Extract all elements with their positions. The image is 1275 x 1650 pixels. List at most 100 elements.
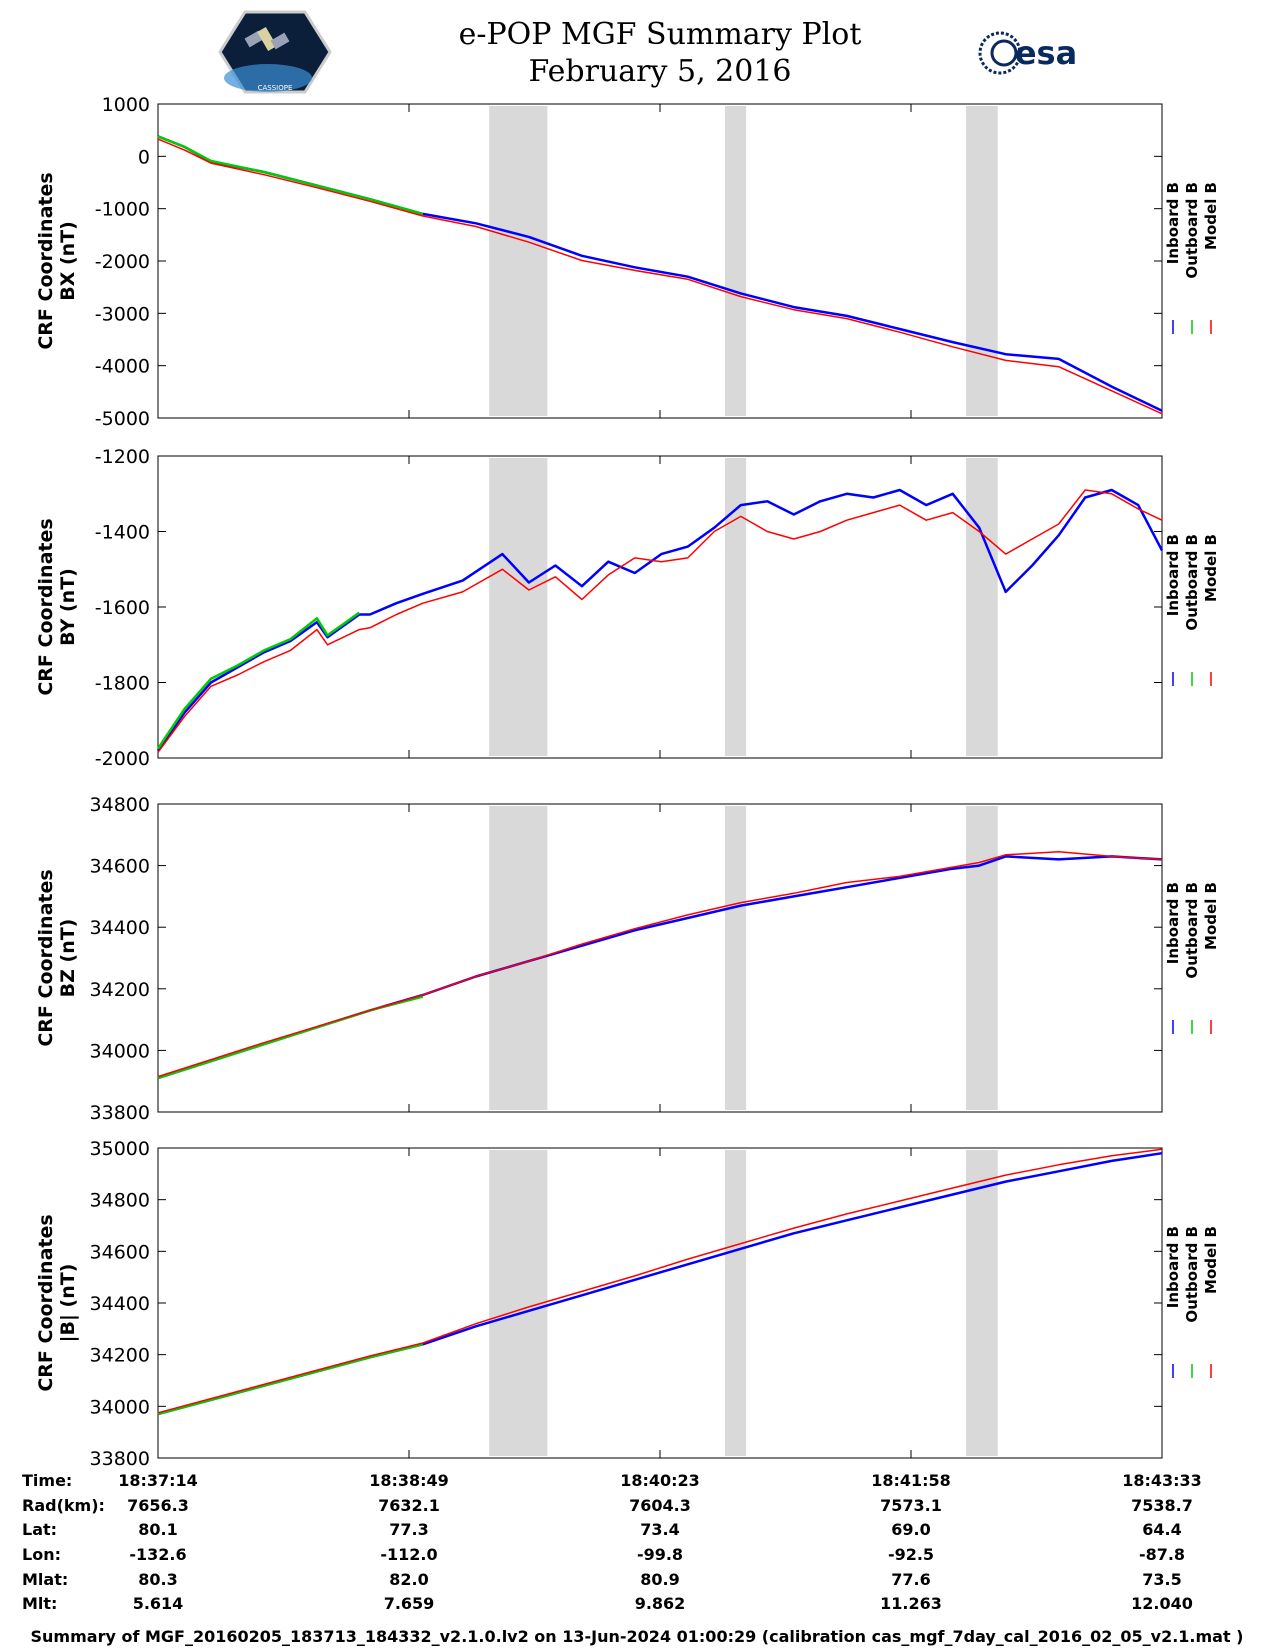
data-gap-band — [489, 458, 548, 756]
y-tick-label: -2000 — [95, 748, 150, 770]
ephemeris-value: 73.4 — [640, 1520, 679, 1539]
series-line-model-b — [157, 138, 1163, 415]
plot-frame — [157, 1147, 1163, 1459]
ephemeris-value: 77.3 — [389, 1520, 428, 1539]
panel-2: -1200 -1400 -1600 -1800 -2000 CRF Coordinates… — [35, 446, 1220, 770]
ephemeris-value: 64.4 — [1142, 1520, 1181, 1539]
y-tick-label: -3000 — [95, 303, 150, 325]
esa-logo: esa — [978, 31, 1077, 75]
series-line-outboard-b — [157, 1343, 424, 1416]
y-tick-label: -2000 — [95, 251, 150, 273]
ephemeris-value: 12.040 — [1131, 1594, 1193, 1613]
y-tick-label: -1000 — [95, 199, 150, 221]
ephemeris-value: 7604.3 — [629, 1496, 691, 1515]
data-gap-band — [965, 458, 998, 756]
y-axis-label: CRF Coordinates — [35, 518, 57, 695]
legend-label: Model B — [1202, 534, 1220, 602]
footer-caption: Summary of MGF_20160205_183713_184332_v2… — [31, 1627, 1244, 1646]
y-tick-label: 34000 — [90, 1396, 150, 1418]
y-tick-label: -5000 — [95, 408, 150, 430]
y-axis-unit-label: BZ (nT) — [57, 919, 79, 998]
series-line-outboard-b — [157, 135, 424, 216]
y-tick-label: 34800 — [90, 794, 150, 816]
y-tick-label: -1600 — [95, 597, 150, 619]
y-tick-label: 34800 — [90, 1190, 150, 1212]
panel-4: 35000 34800 34600 34400 34200 34000 33800 CRF C… — [35, 1138, 1220, 1470]
data-gap-band — [489, 1150, 548, 1456]
y-tick-label: 35000 — [90, 1138, 150, 1160]
y-tick-label: 33800 — [90, 1448, 150, 1470]
ephemeris-value: 82.0 — [389, 1570, 428, 1589]
ephemeris-time-label: 18:40:23 — [620, 1471, 700, 1490]
legend-label: Inboard B — [1164, 182, 1182, 264]
ephemeris-value: 73.5 — [1142, 1570, 1181, 1589]
y-tick-label: 1000 — [102, 94, 150, 116]
y-axis-unit-label: |B| (nT) — [57, 1264, 79, 1343]
legend-label: Inboard B — [1164, 1226, 1182, 1308]
ephemeris-value: 77.6 — [891, 1570, 930, 1589]
ephemeris-value: 9.862 — [635, 1594, 686, 1613]
y-axis-unit-label: BY (nT) — [57, 568, 79, 646]
ephemeris-row-label: Time: — [22, 1471, 72, 1490]
ephemeris-value: -132.6 — [129, 1545, 186, 1564]
ephemeris-value: -87.8 — [1139, 1545, 1185, 1564]
legend-label: Inboard B — [1164, 882, 1182, 964]
data-gap-band — [724, 806, 747, 1110]
data-gap-band — [965, 806, 998, 1110]
plot-frame — [157, 455, 1163, 759]
ephemeris-time-label: 18:43:33 — [1122, 1471, 1202, 1490]
legend-label: Outboard B — [1183, 882, 1201, 979]
ephemeris-value: 80.1 — [138, 1520, 177, 1539]
data-gap-band — [724, 106, 747, 416]
panel-3: 34800 34600 34400 34200 34000 33800 CRF Coordi… — [35, 794, 1220, 1124]
legend-label: Outboard B — [1183, 182, 1201, 279]
plot-frame — [157, 803, 1163, 1113]
panel-1: 1000 0 -1000 -2000 -3000 -4000 -5000 CRF Coordi… — [35, 94, 1220, 430]
y-axis-label: CRF Coordinates — [35, 869, 57, 1046]
series-line-inboard-b — [156, 488, 1164, 752]
y-tick-label: 34200 — [90, 1345, 150, 1367]
plot-frame — [157, 103, 1163, 419]
ephemeris-value: 69.0 — [891, 1520, 930, 1539]
data-gap-band — [489, 106, 548, 416]
y-tick-label: -1800 — [95, 673, 150, 695]
y-tick-label: 34200 — [90, 979, 150, 1001]
cassiope-logo-text: CASSIOPE — [258, 84, 293, 92]
ephemeris-row-label: Lat: — [22, 1520, 57, 1539]
y-tick-label: 33800 — [90, 1102, 150, 1124]
y-tick-label: -4000 — [95, 356, 150, 378]
esa-logo-text: esa — [1015, 34, 1077, 72]
y-tick-label: -1200 — [95, 446, 150, 468]
series-line-outboard-b — [157, 995, 424, 1080]
data-gap-band — [724, 1150, 747, 1456]
panels: 1000 0 -1000 -2000 -3000 -4000 -5000 CRF Coordi… — [35, 94, 1220, 1470]
ephemeris-row-label: Mlat: — [22, 1570, 68, 1589]
y-axis-label: CRF Coordinates — [35, 1214, 57, 1391]
ephemeris-time-label: 18:38:49 — [369, 1471, 449, 1490]
ephemeris-table: Time: Rad(km): Lat: Lon: Mlat: Mlt: 18:37:14 76… — [22, 1471, 1202, 1613]
data-gap-band — [965, 1150, 998, 1456]
ephemeris-value: -112.0 — [380, 1545, 437, 1564]
ephemeris-time-label: 18:37:14 — [118, 1471, 198, 1490]
y-tick-label: 34400 — [90, 917, 150, 939]
y-tick-label: 34000 — [90, 1040, 150, 1062]
legend-label: Inboard B — [1164, 534, 1182, 616]
legend-label: Outboard B — [1183, 534, 1201, 631]
ephemeris-row-label: Rad(km): — [22, 1496, 105, 1515]
plot-date: February 5, 2016 — [528, 54, 791, 89]
ephemeris-value: 7538.7 — [1131, 1496, 1193, 1515]
legend-label: Model B — [1202, 182, 1220, 250]
y-axis-unit-label: BX (nT) — [57, 221, 79, 301]
ephemeris-value: 80.3 — [138, 1570, 177, 1589]
series-line-inboard-b — [157, 135, 1163, 412]
ephemeris-time-label: 18:41:58 — [871, 1471, 951, 1490]
data-gap-band — [965, 106, 998, 416]
ephemeris-value: 7573.1 — [880, 1496, 942, 1515]
ephemeris-value: 11.263 — [880, 1594, 942, 1613]
series-line-model-b — [157, 850, 1163, 1078]
ephemeris-row-label: Lon: — [22, 1545, 61, 1564]
y-axis-label: CRF Coordinates — [35, 172, 57, 349]
ephemeris-value: 5.614 — [133, 1594, 184, 1613]
header: CASSIOPE e-POP MGF Summary Plot February… — [218, 10, 1077, 94]
series-line-outboard-b — [156, 611, 361, 750]
